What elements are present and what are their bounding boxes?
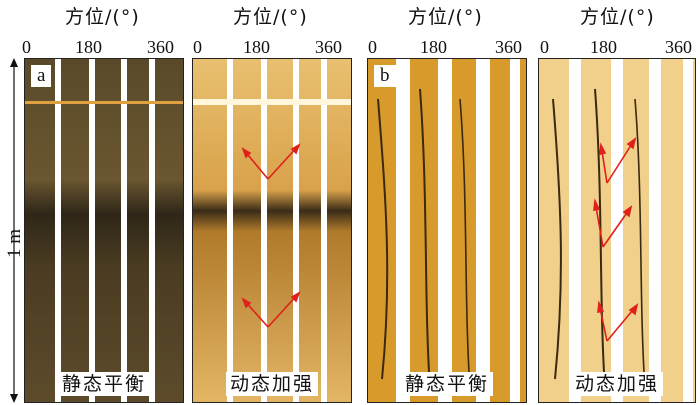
tick-360: 360 (665, 37, 692, 57)
tick-360: 360 (147, 37, 174, 57)
axis-title-a-dynamic: 方位/(°) (233, 6, 308, 28)
panel-caption: 动态加强 (225, 372, 319, 396)
axis-title-b-static: 方位/(°) (408, 6, 483, 28)
tick-180: 180 (590, 37, 617, 57)
tick-0: 0 (22, 37, 31, 57)
fracture-arrows (241, 143, 301, 328)
tick-360: 360 (495, 37, 522, 57)
axis-title-b-dynamic: 方位/(°) (580, 6, 655, 28)
borehole-image-a-dynamic (193, 59, 351, 402)
borehole-image-b-static (368, 59, 526, 402)
depth-scale-label: 1 m (4, 228, 25, 258)
axis-title-a-static: 方位/(°) (65, 6, 140, 28)
tick-0: 0 (368, 37, 377, 57)
depth-scale (4, 58, 24, 403)
image-panel-a-static: a 静态平衡 (24, 58, 184, 403)
tick-180: 180 (75, 37, 102, 57)
tick-360: 360 (315, 37, 342, 57)
image-panel-b-dynamic: 动态加强 (538, 58, 696, 403)
panel-caption: 动态加强 (570, 372, 664, 396)
borehole-image-b-dynamic (539, 59, 695, 402)
depth-scale-arrow (10, 58, 18, 403)
tick-0: 0 (193, 37, 202, 57)
fracture-arrows (593, 137, 639, 342)
panel-letter: a (31, 65, 52, 87)
image-panel-a-dynamic: 动态加强 (192, 58, 352, 403)
panel-letter: b (374, 65, 396, 87)
panel-caption: 静态平衡 (400, 372, 494, 396)
tick-180: 180 (243, 37, 270, 57)
panel-caption: 静态平衡 (57, 372, 151, 396)
tick-0: 0 (540, 37, 549, 57)
tick-180: 180 (420, 37, 447, 57)
borehole-image-a-static (25, 59, 183, 402)
image-panel-b-static: b 静态平衡 (367, 58, 527, 403)
